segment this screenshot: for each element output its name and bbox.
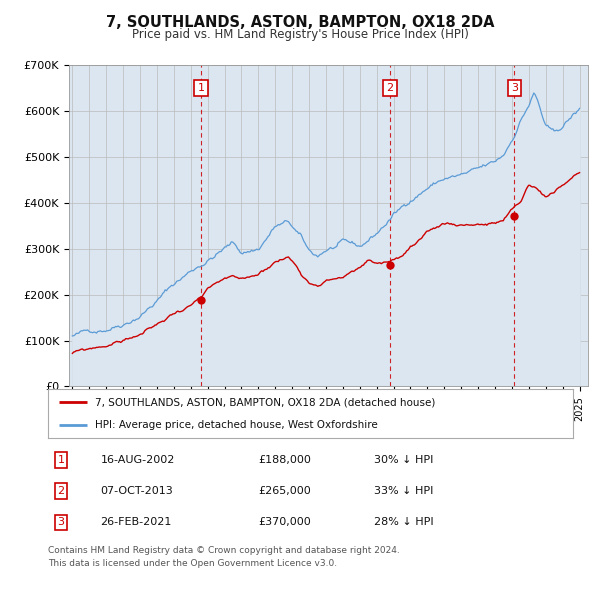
Text: Contains HM Land Registry data © Crown copyright and database right 2024.: Contains HM Land Registry data © Crown c… [48,546,400,555]
Text: 1: 1 [198,83,205,93]
Text: This data is licensed under the Open Government Licence v3.0.: This data is licensed under the Open Gov… [48,559,337,568]
Text: HPI: Average price, detached house, West Oxfordshire: HPI: Average price, detached house, West… [95,419,378,430]
Text: £188,000: £188,000 [258,455,311,465]
Text: 28% ↓ HPI: 28% ↓ HPI [373,517,433,527]
Text: £265,000: £265,000 [258,486,311,496]
Text: 30% ↓ HPI: 30% ↓ HPI [373,455,433,465]
Text: 2: 2 [58,486,65,496]
Text: 16-AUG-2002: 16-AUG-2002 [101,455,175,465]
Text: 07-OCT-2013: 07-OCT-2013 [101,486,173,496]
Text: 2: 2 [386,83,393,93]
Text: 3: 3 [58,517,65,527]
Text: 1: 1 [58,455,65,465]
Text: 26-FEB-2021: 26-FEB-2021 [101,517,172,527]
Text: 7, SOUTHLANDS, ASTON, BAMPTON, OX18 2DA (detached house): 7, SOUTHLANDS, ASTON, BAMPTON, OX18 2DA … [95,398,436,408]
Text: 33% ↓ HPI: 33% ↓ HPI [373,486,433,496]
Text: 7, SOUTHLANDS, ASTON, BAMPTON, OX18 2DA: 7, SOUTHLANDS, ASTON, BAMPTON, OX18 2DA [106,15,494,30]
Text: Price paid vs. HM Land Registry's House Price Index (HPI): Price paid vs. HM Land Registry's House … [131,28,469,41]
Text: 3: 3 [511,83,518,93]
Text: £370,000: £370,000 [258,517,311,527]
